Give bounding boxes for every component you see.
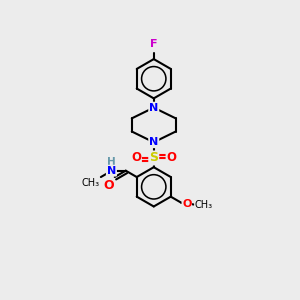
Text: S: S (149, 152, 158, 164)
Text: H: H (107, 157, 116, 167)
Text: N: N (149, 137, 158, 147)
Text: CH₃: CH₃ (82, 178, 100, 188)
Text: N: N (149, 103, 158, 112)
Text: N: N (107, 166, 116, 176)
Text: O: O (182, 199, 191, 209)
Text: O: O (167, 152, 176, 164)
Text: O: O (103, 179, 114, 192)
Text: CH₃: CH₃ (194, 200, 212, 209)
Text: F: F (150, 39, 158, 50)
Text: O: O (131, 152, 141, 164)
